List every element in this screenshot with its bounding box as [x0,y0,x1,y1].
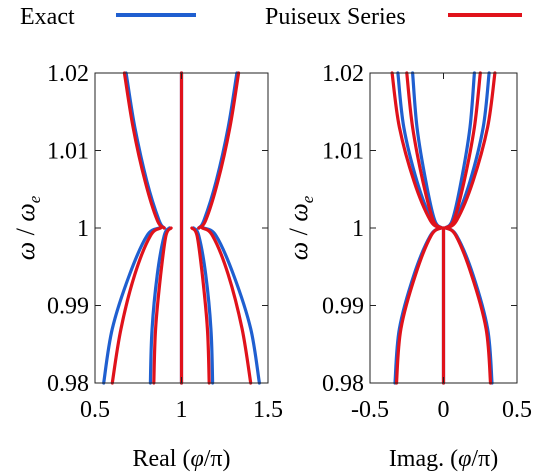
curve-exact-2 [102,226,161,385]
y-tick-label: 0.99 [322,294,364,320]
curve-puiseux-1 [197,71,241,230]
panel-real: 0.98 0.99 1 1.01 1.02 0.5 1 1.5 Real (φ/π) ω / ωe [11,61,283,472]
curve-puiseux-0 [122,71,166,230]
curve-puiseux-2 [390,71,443,230]
legend: Exact Puiseux Series [20,4,522,30]
x-tick-label: 0 [438,397,450,423]
x-tick-label: 0.5 [502,397,532,423]
curve-puiseux-3 [152,226,173,385]
curve-exact-4 [393,226,443,385]
curve-exact-4 [202,226,261,385]
legend-label-puiseux: Puiseux Series [265,4,406,30]
y-tick-label: 0.99 [47,294,89,320]
x-tick-label: 0.5 [80,397,110,423]
curve-exact-0 [124,71,166,230]
curve-puiseux-4 [200,226,253,385]
y-axis-label: ω / ωe [11,195,44,260]
y-tick-label: 1.02 [322,61,364,87]
x-tick-label: 1 [176,397,188,423]
y-tick-label: 1 [77,216,89,242]
y-tick-label: 1.01 [322,139,364,165]
series-puiseux [110,71,253,385]
series-puiseux [390,71,497,385]
x-axis-label: Real (φ/π) [132,446,230,472]
legend-label-exact: Exact [20,4,75,30]
curve-exact-1 [197,71,239,230]
curve-exact-5 [444,226,494,385]
y-tick-label: 0.98 [47,371,89,397]
y-tick-label: 1.01 [47,139,89,165]
x-tick-label: -0.5 [351,397,389,423]
curve-puiseux-5 [444,226,493,385]
y-axis-label: ω / ωe [284,195,317,260]
curve-puiseux-2 [110,226,163,385]
x-axis-label: Imag. (φ/π) [389,446,498,472]
curve-puiseux-3 [444,71,497,230]
y-tick-label: 0.98 [322,371,364,397]
y-tick-label: 1 [352,216,364,242]
y-tick-label: 1.02 [47,61,89,87]
curve-puiseux-5 [190,226,211,385]
curve-puiseux-4 [394,226,443,385]
x-tick-label: 1.5 [253,397,283,423]
